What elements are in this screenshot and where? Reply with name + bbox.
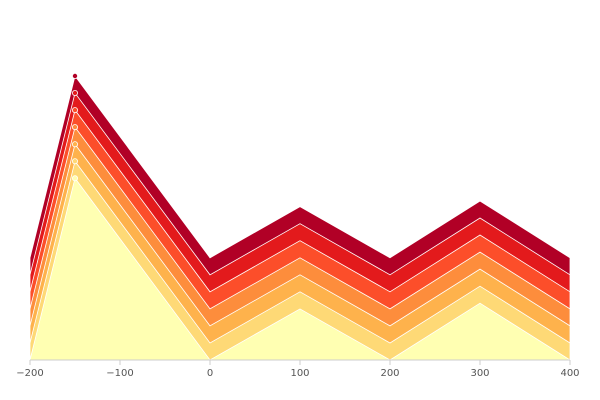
- peak-marker-6: [72, 90, 79, 97]
- peak-marker-1: [72, 175, 79, 182]
- peak-markers-group: [72, 73, 79, 182]
- peak-marker-3: [72, 141, 79, 148]
- peak-marker-7: [72, 73, 79, 80]
- x-tick-label-1: −100: [106, 368, 133, 379]
- x-tick-label-6: 400: [560, 368, 579, 379]
- x-tick-label-5: 300: [470, 368, 489, 379]
- x-tick-label-0: −200: [16, 368, 43, 379]
- x-axis: −200 −100 0 100 200 300 400: [16, 359, 580, 379]
- x-tick-label-4: 200: [380, 368, 399, 379]
- area-series-1: [29, 177, 572, 361]
- area-series-group: [29, 75, 572, 361]
- peak-marker-2: [72, 158, 79, 165]
- x-tick-label-2: 0: [207, 368, 213, 379]
- peak-marker-5: [72, 107, 79, 114]
- peak-marker-4: [72, 124, 79, 131]
- x-ticks-group: −200 −100 0 100 200 300 400: [16, 360, 580, 379]
- x-tick-label-3: 100: [290, 368, 309, 379]
